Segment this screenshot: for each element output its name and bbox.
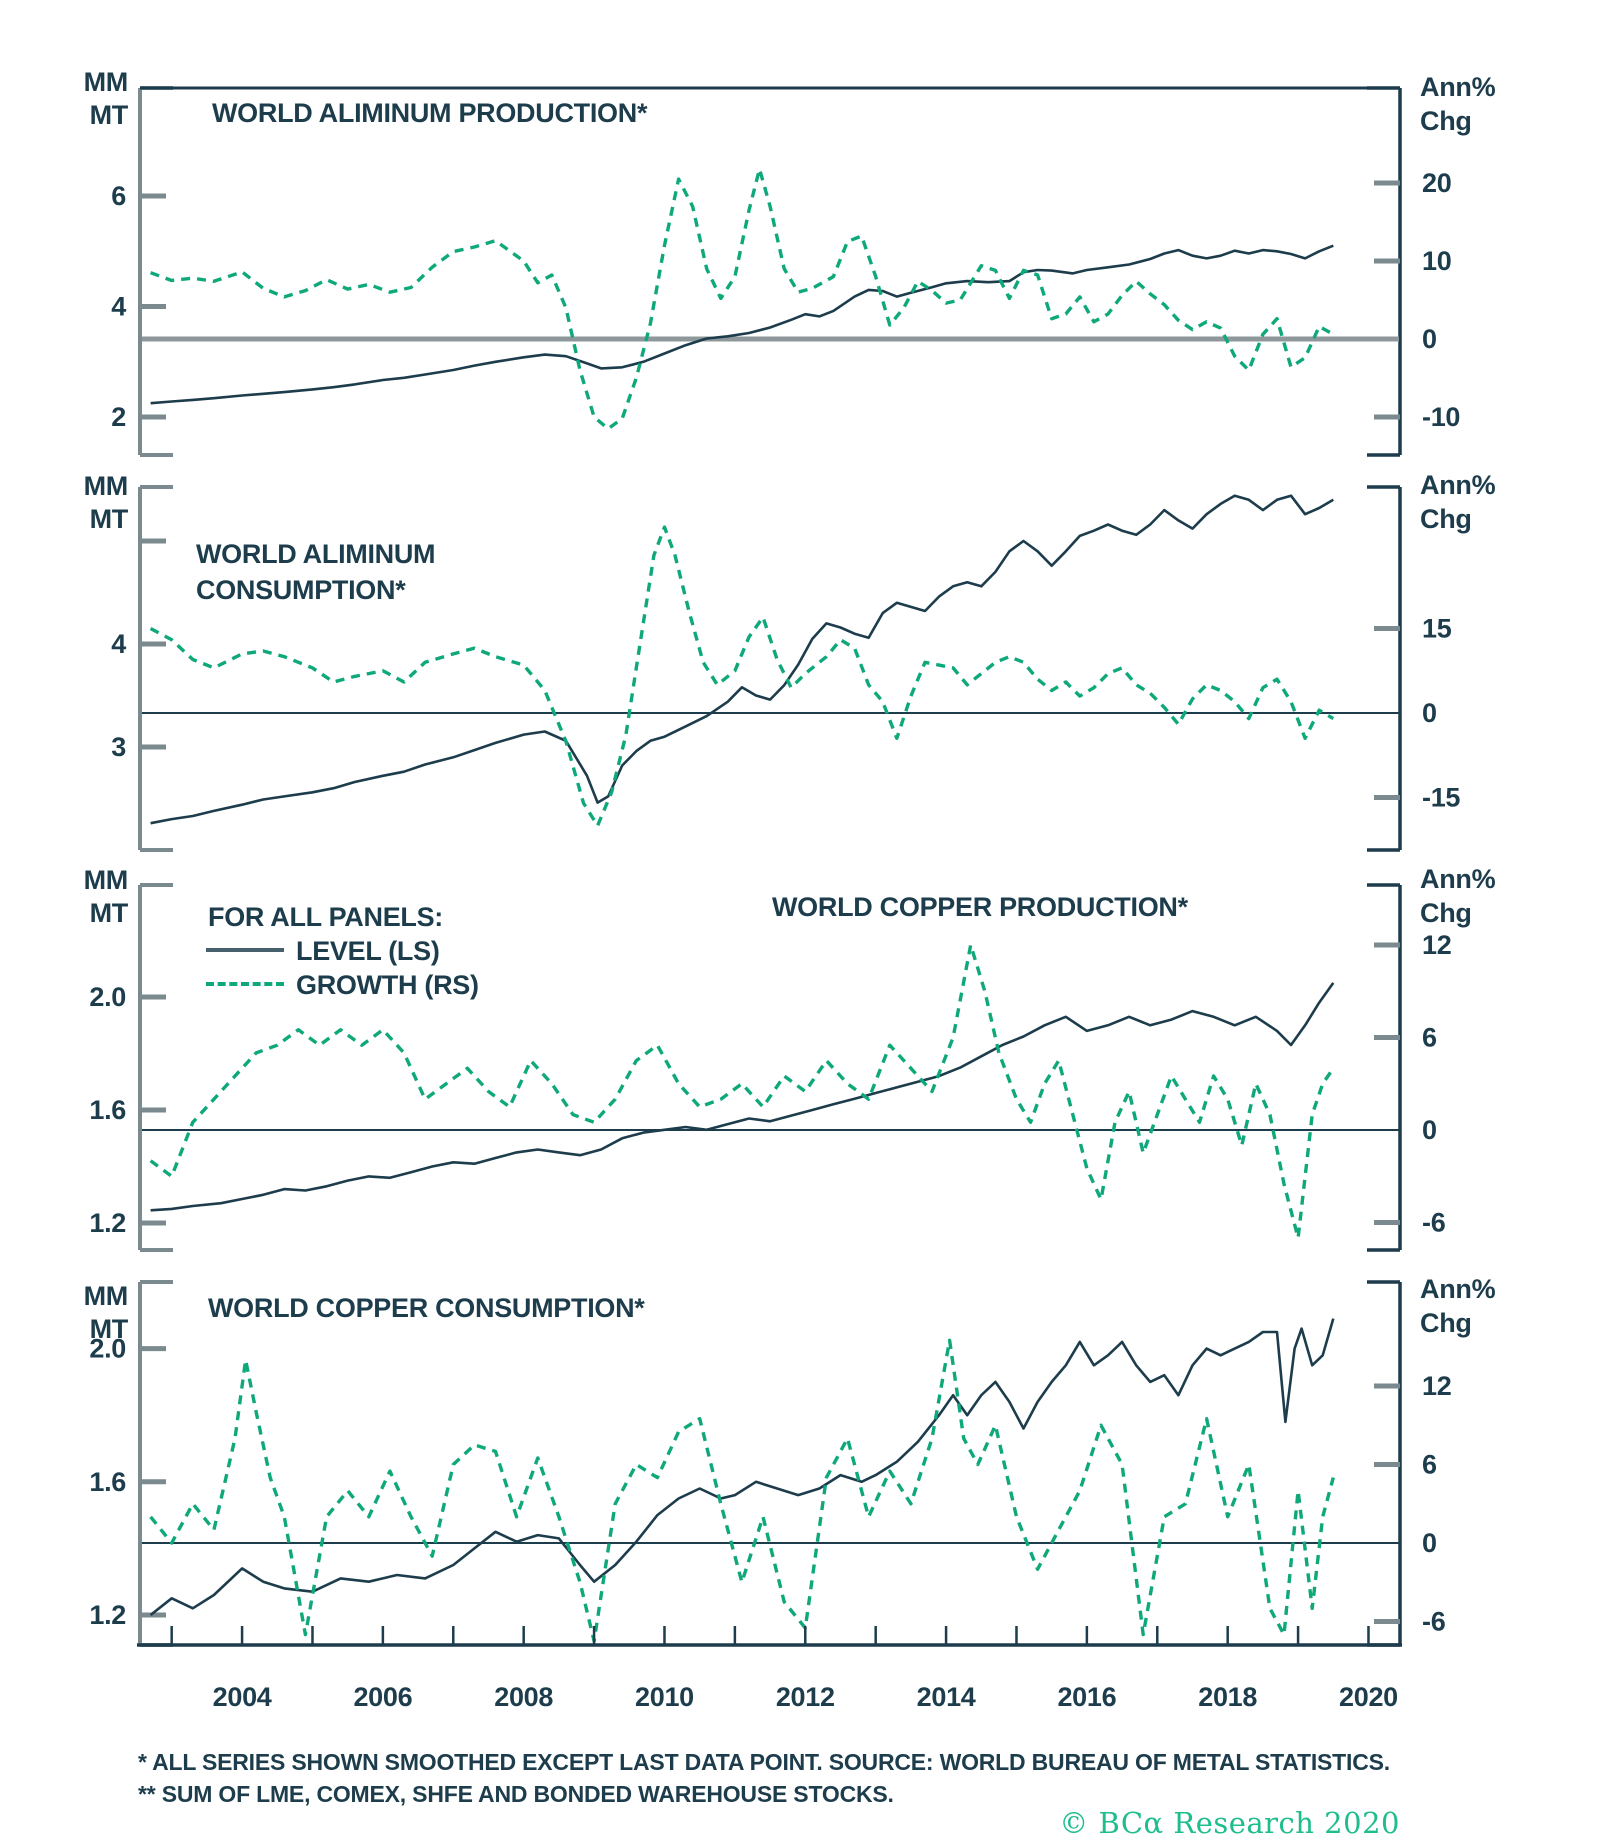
panel1-right-unit: Ann% Chg [1420,70,1496,138]
level-ls-series [150,244,1334,405]
panel-world-copper-consumption: 2.0 1.6 1.2 12 6 0 -6 [89,1280,1452,1647]
legend-growth-label: GROWTH (RS) [296,970,479,1000]
panel2-title: WORLD ALIMINUM CONSUMPTION* [196,536,436,608]
panel2-title-line1: WORLD ALIMINUM [196,539,436,569]
panel2-left-unit: MM MT [56,470,129,536]
panel4-right-unit: Ann% Chg [1420,1272,1496,1340]
year-label: 2008 [494,1682,553,1712]
left-tick-label: 3 [111,732,126,762]
legend-level-line-swatch [206,948,284,952]
panel2-title-line2: CONSUMPTION* [196,575,406,605]
panel4-left-unit: MM MT [56,1280,129,1346]
unit-mm: MM [83,471,129,501]
right-tick-label: 0 [1422,1115,1437,1145]
panel3-left-unit: MM MT [56,864,129,930]
left-tick-label: 2.0 [89,1334,126,1364]
footnote-2: ** SUM OF LME, COMEX, SHFE AND BONDED WA… [138,1781,894,1807]
right-tick-label: 0 [1422,698,1437,728]
right-tick-label: -10 [1422,402,1460,432]
level-ls-series [150,982,1335,1212]
left-tick-label: 4 [111,292,126,322]
year-label: 2010 [635,1682,694,1712]
right-tick-label: -15 [1422,782,1460,812]
left-tick-label: 2 [111,402,126,432]
legend-heading: FOR ALL PANELS: [208,902,443,932]
panel3-right-unit: Ann% Chg [1420,862,1496,930]
unit-mt: MT [89,504,129,534]
right-tick-label: 12 [1422,1371,1451,1401]
year-label: 2016 [1057,1682,1116,1712]
panel-world-aliminum-production: 6 4 2 20 10 0 -10 [111,86,1460,457]
right-tick-label: 10 [1422,246,1451,276]
x-axis: 2004 2006 2008 2010 2012 2014 2016 2018 2020 [137,1626,1402,1712]
left-tick-label: 1.2 [89,1208,126,1238]
year-label: 2004 [213,1682,272,1712]
unit-mm: MM [83,1281,129,1311]
panel2-right-unit: Ann% Chg [1420,468,1496,536]
left-tick-label: 1.6 [89,1095,126,1125]
panel-world-aliminum-consumption: 4 3 15 0 -15 [111,485,1461,852]
left-tick-label: 1.6 [89,1467,126,1497]
level-ls-series [150,494,1334,825]
right-tick-label: 0 [1422,324,1437,354]
right-tick-label: 20 [1422,168,1451,198]
unit-ann-pct: Ann% [1420,864,1496,894]
panel1-title: WORLD ALIMINUM PRODUCTION* [212,98,648,128]
right-tick-label: -6 [1422,1208,1446,1238]
panel-world-copper-production: 2.0 1.6 1.2 12 6 0 -6 [89,883,1452,1252]
growth-rs-series [149,943,1335,1240]
level-ls-series [149,1318,1335,1617]
legend-level-label: LEVEL (LS) [296,936,440,966]
unit-chg: Chg [1420,1308,1472,1338]
year-label: 2018 [1198,1682,1257,1712]
year-label: 2006 [353,1682,412,1712]
panel1-left-unit: MM MT [56,66,129,132]
unit-chg: Chg [1420,898,1472,928]
right-tick-label: 15 [1422,614,1452,644]
left-tick-label: 4 [111,629,126,659]
panel3-title: WORLD COPPER PRODUCTION* [772,892,1188,922]
left-tick-label: 2.0 [89,982,126,1012]
panel4-title: WORLD COPPER CONSUMPTION* [208,1293,645,1323]
right-tick-label: 0 [1422,1528,1437,1558]
legend-growth-line-swatch [206,982,284,986]
year-label: 2014 [917,1682,976,1712]
unit-ann-pct: Ann% [1420,1274,1496,1304]
left-tick-label: 6 [111,181,126,211]
right-tick-label: 6 [1422,1450,1437,1480]
unit-mm: MM [83,67,129,97]
growth-rs-series [149,525,1335,828]
year-label: 2020 [1339,1682,1398,1712]
growth-rs-series [150,167,1335,431]
unit-mt: MT [89,100,129,130]
unit-mt: MT [89,898,129,928]
footnote-1: * ALL SERIES SHOWN SMOOTHED EXCEPT LAST … [138,1749,1390,1775]
right-tick-label: 6 [1422,1022,1437,1052]
unit-mm: MM [83,865,129,895]
year-label: 2012 [776,1682,835,1712]
unit-chg: Chg [1420,106,1472,136]
left-tick-label: 1.2 [89,1600,126,1630]
bca-research-logo: © BCα Research 2020 [1059,1806,1400,1840]
unit-ann-pct: Ann% [1420,72,1496,102]
right-tick-label: 12 [1422,930,1451,960]
unit-ann-pct: Ann% [1420,470,1496,500]
growth-rs-series [149,1338,1335,1643]
unit-chg: Chg [1420,504,1472,534]
right-tick-label: -6 [1422,1606,1446,1636]
unit-mt: MT [89,1314,129,1344]
